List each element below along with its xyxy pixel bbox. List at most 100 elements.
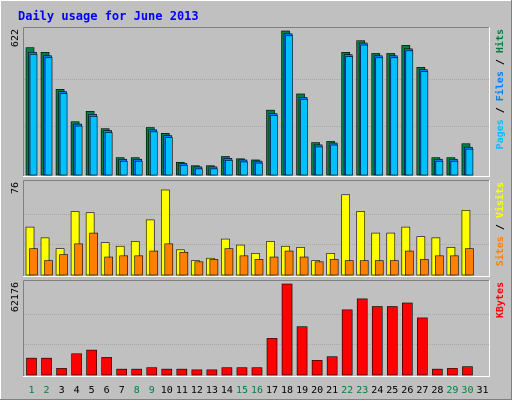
x-tick-label-day-29: 29 [446,385,458,396]
x-tick-label-day-22: 22 [341,385,353,396]
bar-pages-day-15 [240,161,248,176]
bar-sites-day-7 [119,255,128,276]
bar-kbytes-day-16 [251,367,263,376]
bar-kbytes-day-11 [176,368,188,376]
x-tick-label-day-9: 9 [149,385,155,396]
bar-kbytes-day-21 [326,356,338,376]
x-tick-label-day-21: 21 [326,385,338,396]
bar-kbytes-day-15 [236,367,248,376]
bar-pages-day-11 [180,165,188,176]
bar-kbytes-day-19 [296,326,308,376]
x-tick-label-day-8: 8 [134,385,140,396]
panel-legend: Pages / Files / Hits [494,29,506,149]
legend-entry-pages: Pages [495,119,506,149]
bar-sites-day-19 [299,256,309,276]
x-tick-label-day-24: 24 [371,385,383,396]
bar-kbytes-day-10 [161,368,173,376]
bar-kbytes-day-2 [41,357,52,376]
bar-pages-day-27 [420,71,429,176]
bar-kbytes-day-3 [56,368,67,376]
bar-kbytes-day-9 [146,367,158,376]
x-tick-label-day-3: 3 [59,385,65,396]
bar-sites-day-28 [435,255,444,276]
bar-sites-day-11 [179,251,189,276]
bar-kbytes-day-23 [356,298,368,376]
bar-kbytes-day-14 [221,367,233,376]
legend-entry-sites: Sites [494,236,506,266]
bar-sites-day-8 [134,255,144,276]
bar-pages-day-21 [330,144,338,176]
panel-1: 622 Pages / Files / Hits [10,27,506,177]
bar-kbytes-day-22 [341,309,353,376]
x-axis-labels: 1 2 3 4 5 6 7 8 9 10 11 12 13 14 15 16 17 18 19 20 21 22 23 24 2… [29,385,489,396]
legend-separator: / [495,53,506,71]
bar-pages-day-9 [149,131,158,176]
bar-sites-day-15 [239,255,249,276]
legend-entry-kbytes: KBytes [495,282,506,318]
bar-pages-day-10 [164,137,173,176]
panel-max-label: 76 [10,182,21,194]
bar-sites-day-21 [329,259,339,276]
panel-legend: KBytes [495,282,506,318]
bar-pages-day-13 [210,168,218,176]
bar-pages-day-1 [29,53,38,176]
x-tick-label-day-11: 11 [176,385,188,396]
bar-sites-day-26 [405,250,414,276]
bar-sites-day-1 [29,248,38,276]
bar-kbytes-day-20 [311,360,323,376]
bar-pages-day-17 [270,115,278,176]
x-tick-label-day-19: 19 [296,385,308,396]
x-tick-label-day-31: 31 [476,385,488,396]
x-tick-label-day-18: 18 [281,385,293,396]
bar-sites-day-14 [224,248,234,276]
x-tick-label-day-10: 10 [161,385,173,396]
panel-legend: Sites / Visits [494,182,506,266]
bar-pages-day-4 [74,125,83,176]
bar-pages-day-26 [405,50,414,176]
bar-pages-day-8 [134,160,143,176]
x-tick-label-day-20: 20 [311,385,323,396]
x-tick-label-day-27: 27 [416,385,428,396]
x-tick-label-day-7: 7 [119,385,125,396]
bar-pages-day-16 [255,162,263,176]
bar-pages-day-3 [59,93,68,176]
bar-sites-day-30 [465,248,474,276]
bar-pages-day-6 [104,132,113,176]
bar-sites-day-23 [359,260,369,276]
bar-pages-day-7 [119,160,128,176]
bar-pages-day-22 [345,56,353,176]
bar-sites-day-6 [104,256,113,276]
bar-sites-day-18 [284,250,294,276]
bar-sites-day-25 [389,260,399,276]
legend-entry-hits: Hits [494,29,506,53]
chart-title: Daily usage for June 2013 [18,9,199,23]
bar-sites-day-16 [254,259,264,276]
bar-pages-day-24 [375,57,384,176]
bar-pages-day-18 [285,35,293,176]
bar-kbytes-day-27 [417,317,428,376]
bar-kbytes-day-12 [191,369,203,376]
bar-kbytes-day-7 [116,368,127,376]
bar-kbytes-day-29 [447,368,458,376]
bar-sites-day-24 [374,260,384,276]
bar-kbytes-day-4 [71,353,82,376]
x-tick-label-day-4: 4 [74,385,80,396]
bar-kbytes-day-30 [462,366,473,376]
legend-entry-visits: Visits [494,182,506,218]
x-tick-label-day-6: 6 [104,385,110,396]
bar-pages-day-14 [225,160,233,176]
bar-kbytes-day-8 [131,368,143,376]
bar-kbytes-day-17 [266,338,278,376]
bar-sites-day-27 [420,259,429,276]
panel-max-label: 622 [10,29,21,47]
x-tick-label-day-30: 30 [461,385,473,396]
bar-kbytes-day-24 [371,306,383,376]
legend-separator: / [495,218,506,236]
bar-pages-day-2 [44,57,53,176]
bar-pages-day-30 [465,148,474,176]
panel-2: 76 Sites / Visits [10,180,506,277]
x-tick-label-day-2: 2 [44,385,50,396]
bar-pages-day-23 [360,44,369,176]
x-tick-label-day-17: 17 [266,385,278,396]
